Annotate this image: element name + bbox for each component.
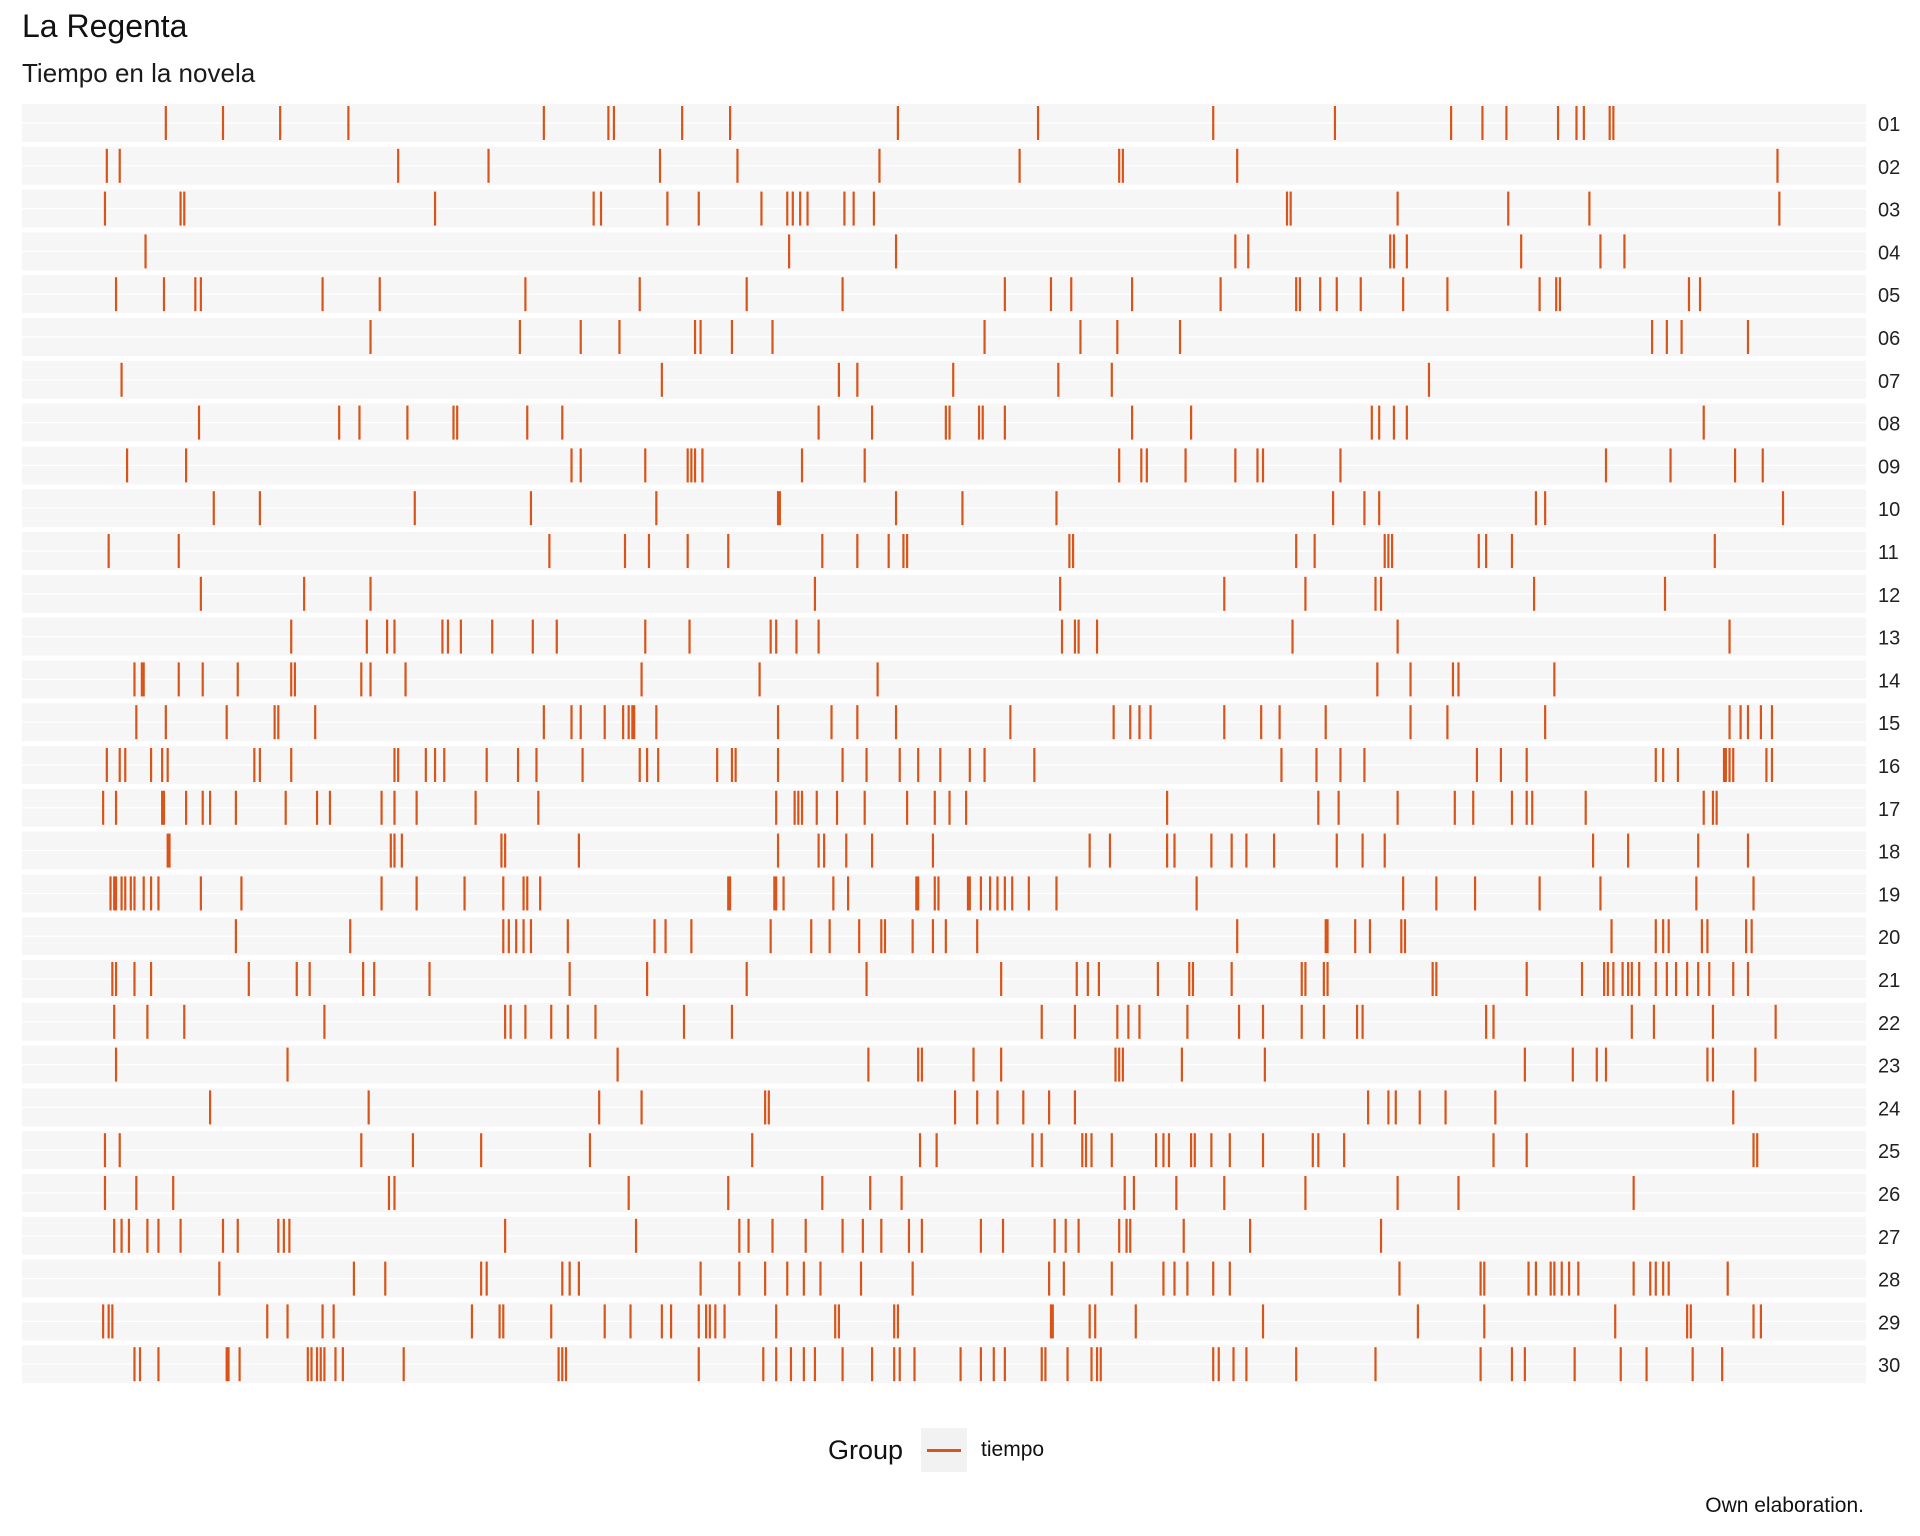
row-tick-label: 07: [1878, 371, 1900, 393]
row-tick-label: 18: [1878, 842, 1900, 864]
row-07: 07: [22, 360, 1900, 399]
legend: Group tiempo: [828, 1428, 1044, 1472]
legend-title: Group: [828, 1434, 904, 1465]
row-22: 22: [22, 1002, 1900, 1041]
row-tick-label: 29: [1878, 1312, 1900, 1334]
row-03: 03: [22, 189, 1900, 228]
row-tick-label: 28: [1878, 1270, 1900, 1292]
row-tick-label: 05: [1878, 285, 1900, 307]
row-20: 20: [22, 917, 1900, 956]
row-25: 25: [22, 1131, 1900, 1170]
row-27: 27: [22, 1216, 1900, 1255]
row-18: 18: [22, 831, 1900, 870]
row-tick-label: 03: [1878, 200, 1900, 222]
legend-key: [921, 1428, 968, 1472]
row-tick-label: 11: [1878, 542, 1899, 564]
row-14: 14: [22, 660, 1900, 699]
row-tick-label: 20: [1878, 927, 1900, 949]
row-24: 24: [22, 1088, 1900, 1127]
row-26: 26: [22, 1174, 1900, 1212]
row-29: 29: [22, 1302, 1900, 1341]
row-tick-label: 22: [1878, 1013, 1900, 1035]
row-09: 09: [22, 446, 1900, 485]
row-tick-label: 16: [1878, 756, 1900, 778]
row-13: 13: [22, 617, 1900, 656]
legend-label: tiempo: [981, 1438, 1045, 1461]
row-04: 04: [22, 232, 1900, 271]
row-tick-label: 02: [1878, 157, 1900, 179]
row-tick-label: 13: [1878, 628, 1900, 650]
row-15: 15: [22, 703, 1900, 742]
row-17: 17: [22, 788, 1900, 827]
row-tick-label: 30: [1878, 1355, 1900, 1377]
row-tick-label: 27: [1878, 1227, 1900, 1249]
chart-title: La Regenta: [22, 8, 188, 44]
row-23: 23: [22, 1045, 1900, 1084]
row-11: 11: [22, 532, 1899, 570]
row-tick-label: 10: [1878, 499, 1900, 521]
row-tick-label: 15: [1878, 713, 1900, 735]
row-01: 01: [22, 104, 1900, 142]
row-19: 19: [22, 874, 1900, 913]
strip-plot: 01 02 03 04 05 06 07 08 09 10 11 12 13 14 15 16 17 18 19 20…: [22, 104, 1901, 1384]
row-30: 30: [22, 1345, 1900, 1384]
row-21: 21: [22, 960, 1900, 998]
row-tick-label: 06: [1878, 328, 1900, 350]
row-tick-label: 14: [1878, 670, 1900, 692]
row-tick-label: 26: [1878, 1184, 1900, 1206]
row-tick-label: 25: [1878, 1141, 1900, 1163]
chart-subtitle: Tiempo en la novela: [22, 58, 256, 88]
row-tick-label: 23: [1878, 1056, 1900, 1078]
row-tick-label: 19: [1878, 884, 1900, 906]
row-tick-label: 09: [1878, 456, 1900, 478]
row-tick-label: 04: [1878, 242, 1900, 264]
row-05: 05: [22, 275, 1900, 314]
chart-caption: Own elaboration.: [1705, 1494, 1864, 1517]
row-08: 08: [22, 403, 1900, 442]
row-16: 16: [22, 746, 1900, 784]
row-10: 10: [22, 489, 1900, 528]
row-28: 28: [22, 1259, 1900, 1298]
row-tick-label: 12: [1878, 585, 1900, 607]
row-tick-label: 17: [1878, 799, 1900, 821]
row-tick-label: 08: [1878, 414, 1900, 436]
row-tick-label: 24: [1878, 1098, 1900, 1120]
row-12: 12: [22, 574, 1900, 613]
row-tick-label: 01: [1878, 114, 1900, 136]
row-02: 02: [22, 146, 1900, 185]
row-06: 06: [22, 318, 1900, 356]
legend-line-icon: [927, 1449, 962, 1452]
row-tick-label: 21: [1878, 970, 1900, 992]
